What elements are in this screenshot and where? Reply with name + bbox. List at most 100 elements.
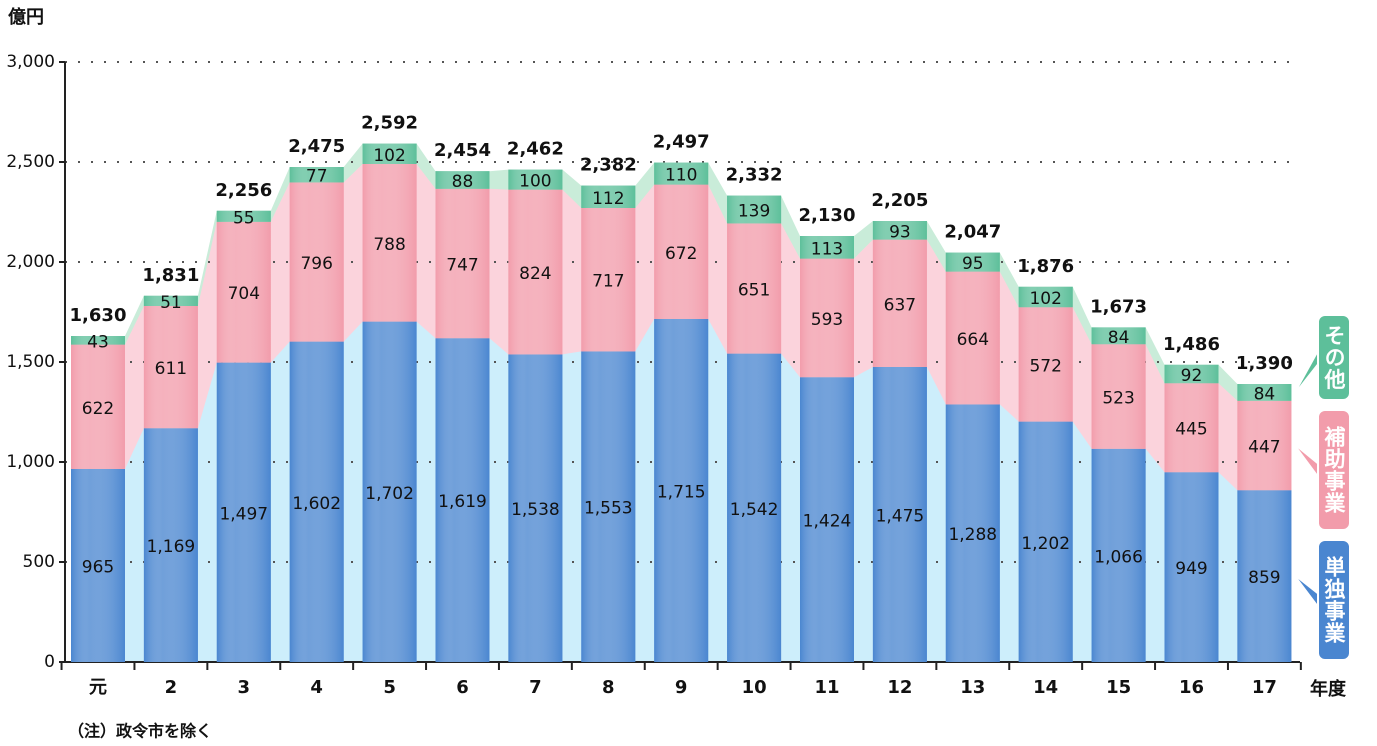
data-label: 611 [155, 359, 187, 379]
total-label: 2,475 [288, 136, 345, 157]
bar-shine [435, 171, 490, 189]
data-label: 523 [1102, 389, 1134, 409]
bar-shine [872, 221, 927, 240]
data-label: 112 [592, 189, 624, 209]
total-label: 2,382 [580, 155, 637, 176]
data-label: 593 [811, 310, 843, 330]
y-tick-label: 2,000 [6, 252, 55, 272]
data-label: 1,424 [803, 512, 852, 532]
y-tick-label: 1,000 [6, 452, 55, 472]
bar-shine [289, 182, 344, 342]
data-label: 1,169 [147, 537, 196, 557]
y-tick-label: 3,000 [6, 52, 55, 72]
data-label: 55 [233, 208, 255, 228]
bar-shine [800, 236, 854, 259]
x-tick-label: 10 [742, 677, 767, 698]
legend-pointer [1294, 351, 1319, 393]
bar-shine [1091, 344, 1146, 449]
x-tick-label: 2 [165, 677, 178, 698]
data-label: 965 [82, 558, 114, 578]
x-tick-label: 8 [602, 677, 615, 698]
legend-box [1317, 314, 1351, 401]
bar-shine [1237, 384, 1292, 401]
data-label: 672 [665, 244, 697, 264]
data-label: 1,288 [948, 525, 997, 545]
bar-shine [289, 341, 344, 662]
data-label: 1,602 [292, 494, 341, 514]
data-label: 1,475 [876, 507, 925, 527]
x-tick-label: 11 [814, 677, 839, 698]
bar-shine [654, 319, 709, 662]
data-label: 1,619 [438, 492, 487, 512]
y-axis-label: 億円 [8, 6, 44, 28]
bar-shine [654, 162, 709, 185]
bar-shine [508, 189, 563, 355]
total-label: 2,592 [361, 113, 418, 134]
x-axis-label: 年度 [1310, 678, 1347, 700]
legend-label: 単独事業 [1322, 555, 1346, 644]
data-label: 717 [592, 272, 624, 292]
bar-shine [800, 258, 854, 378]
bar-shine [71, 336, 125, 345]
bar-shine [362, 321, 417, 662]
bar-shine [71, 344, 125, 469]
legend-label: 補助事業 [1322, 425, 1347, 514]
legend-box [1317, 409, 1351, 531]
legend-box [1317, 539, 1351, 661]
bar-shine [1091, 327, 1146, 345]
bar-shine [581, 185, 636, 208]
x-tick-label: 5 [383, 677, 396, 698]
data-label: 1,702 [365, 484, 414, 504]
bar-shine [727, 353, 782, 662]
total-label: 2,454 [434, 140, 491, 161]
bar-shine [435, 338, 490, 662]
bar-shine [872, 239, 927, 367]
data-label: 1,538 [511, 500, 560, 520]
x-tick-label: 17 [1252, 677, 1277, 698]
bar-shine [216, 221, 271, 363]
data-label: 859 [1248, 568, 1280, 588]
data-label: 1,497 [219, 504, 268, 524]
data-label: 651 [738, 281, 770, 301]
data-label: 1,542 [730, 500, 779, 520]
data-label: 572 [1029, 356, 1061, 376]
bar-shine [216, 362, 271, 662]
bar-shine [143, 295, 198, 306]
bar-shine [727, 223, 782, 354]
data-label: 824 [519, 264, 551, 284]
data-label: 92 [1181, 366, 1203, 386]
total-label: 1,486 [1163, 334, 1220, 355]
total-label: 2,047 [944, 222, 1001, 243]
data-label: 84 [1254, 384, 1276, 404]
bar-shine [654, 184, 709, 319]
bar-shine [508, 354, 563, 662]
data-label: 88 [452, 172, 474, 192]
bar-shine [289, 167, 344, 183]
bar-shine [581, 351, 636, 662]
x-tick-label: 16 [1179, 677, 1204, 698]
bar-shine [872, 367, 927, 662]
total-label: 1,390 [1236, 353, 1293, 374]
data-label: 93 [889, 222, 911, 242]
bar-shine [1237, 490, 1292, 662]
total-label: 2,130 [799, 205, 856, 226]
data-label: 637 [884, 295, 916, 315]
total-label: 2,462 [507, 139, 564, 160]
data-label: 102 [1029, 289, 1061, 309]
total-label: 2,497 [653, 132, 710, 153]
data-label: 1,066 [1094, 547, 1143, 567]
y-tick-label: 1,500 [6, 352, 55, 372]
bar-shine [362, 164, 417, 322]
legend-pointer [1294, 445, 1319, 478]
data-label: 77 [306, 167, 328, 187]
bar-shine [727, 195, 782, 224]
bar-shine [1237, 400, 1292, 491]
y-tick-label: 2,500 [6, 152, 55, 172]
data-label: 445 [1175, 420, 1207, 440]
data-label: 84 [1108, 328, 1130, 348]
bar-shine [508, 169, 563, 190]
data-label: 102 [373, 146, 405, 166]
data-label: 1,715 [657, 483, 706, 503]
data-label: 51 [160, 293, 182, 313]
